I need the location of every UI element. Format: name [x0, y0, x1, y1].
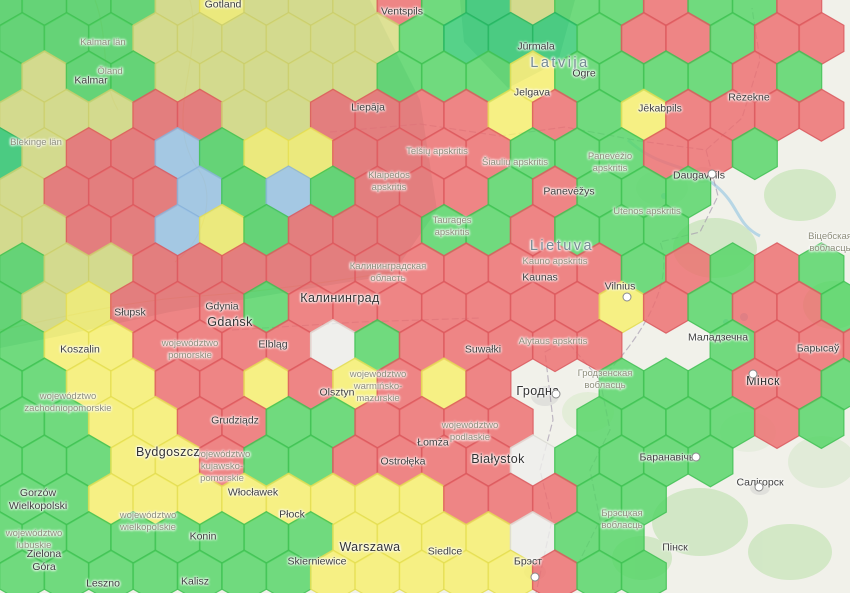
hex-cell-red-hex[interactable]: [798, 88, 845, 142]
hex-cell-green-hex[interactable]: [687, 434, 734, 488]
hex-cell-red-hex[interactable]: [842, 320, 850, 372]
hex-cell-green-hex[interactable]: [798, 395, 845, 450]
hex-cell-green-hex[interactable]: [620, 549, 667, 593]
hex-cell-green-hex[interactable]: [731, 126, 778, 181]
hex-cell-green-hex[interactable]: [0, 0, 24, 27]
